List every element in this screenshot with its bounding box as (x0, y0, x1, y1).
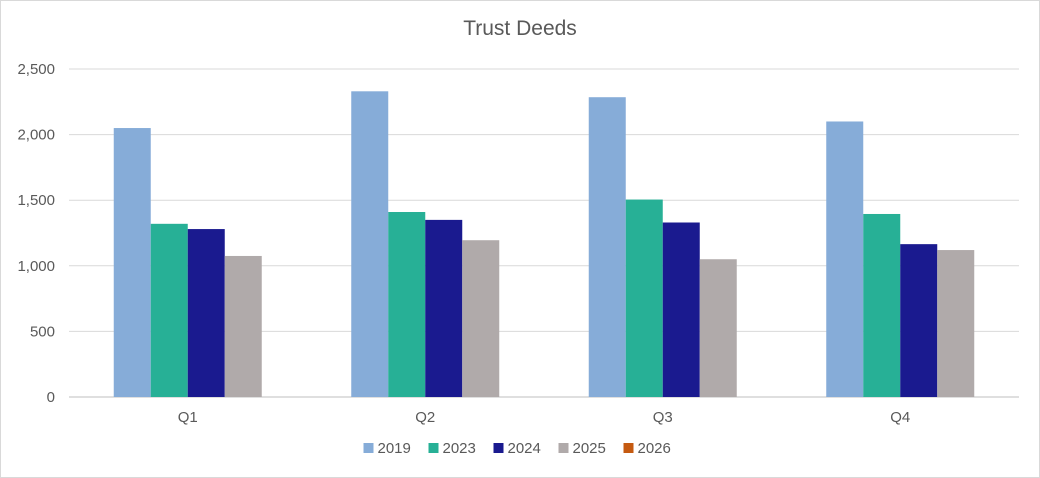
bar-2025-Q2 (462, 240, 500, 397)
x-tick-label: Q3 (653, 409, 673, 426)
bar-2025-Q1 (224, 255, 262, 397)
bar-2024-Q1 (187, 229, 225, 397)
legend-swatch-2023 (428, 443, 439, 453)
legend-swatch-2024 (493, 443, 504, 453)
legend-swatch-2019 (363, 443, 374, 453)
y-tick-label: 2,500 (17, 61, 55, 78)
bar-2023-Q4 (863, 213, 901, 397)
bar-2024-Q2 (425, 219, 463, 397)
legend-label-2025: 2025 (573, 440, 606, 457)
legend-swatch-2025 (558, 443, 569, 453)
y-tick-label: 0 (47, 389, 55, 406)
bar-2023-Q1 (150, 223, 188, 397)
legend-label-2023: 2023 (443, 440, 476, 457)
bar-2024-Q4 (900, 244, 938, 397)
bar-2023-Q3 (625, 199, 663, 397)
y-tick-label: 1,500 (17, 192, 55, 209)
bar-2019-Q3 (588, 97, 626, 397)
x-tick-label: Q4 (890, 409, 910, 426)
chart-title: Trust Deeds (463, 17, 577, 40)
x-tick-label: Q1 (178, 409, 198, 426)
bar-2019-Q4 (826, 121, 864, 397)
legend-label-2019: 2019 (378, 440, 411, 457)
y-tick-label: 1,000 (17, 258, 55, 275)
legend-swatch-2026 (623, 443, 634, 453)
bar-2019-Q1 (113, 128, 151, 397)
bar-2024-Q3 (662, 222, 700, 397)
x-tick-label: Q2 (415, 409, 435, 426)
bar-2025-Q3 (699, 259, 737, 397)
y-tick-label: 2,000 (17, 127, 55, 144)
legend-label-2024: 2024 (508, 440, 541, 457)
y-tick-label: 500 (30, 323, 55, 340)
legend-label-2026: 2026 (638, 440, 671, 457)
bar-2025-Q4 (937, 250, 975, 397)
bar-2019-Q2 (351, 91, 389, 397)
bar-2023-Q2 (388, 212, 426, 397)
